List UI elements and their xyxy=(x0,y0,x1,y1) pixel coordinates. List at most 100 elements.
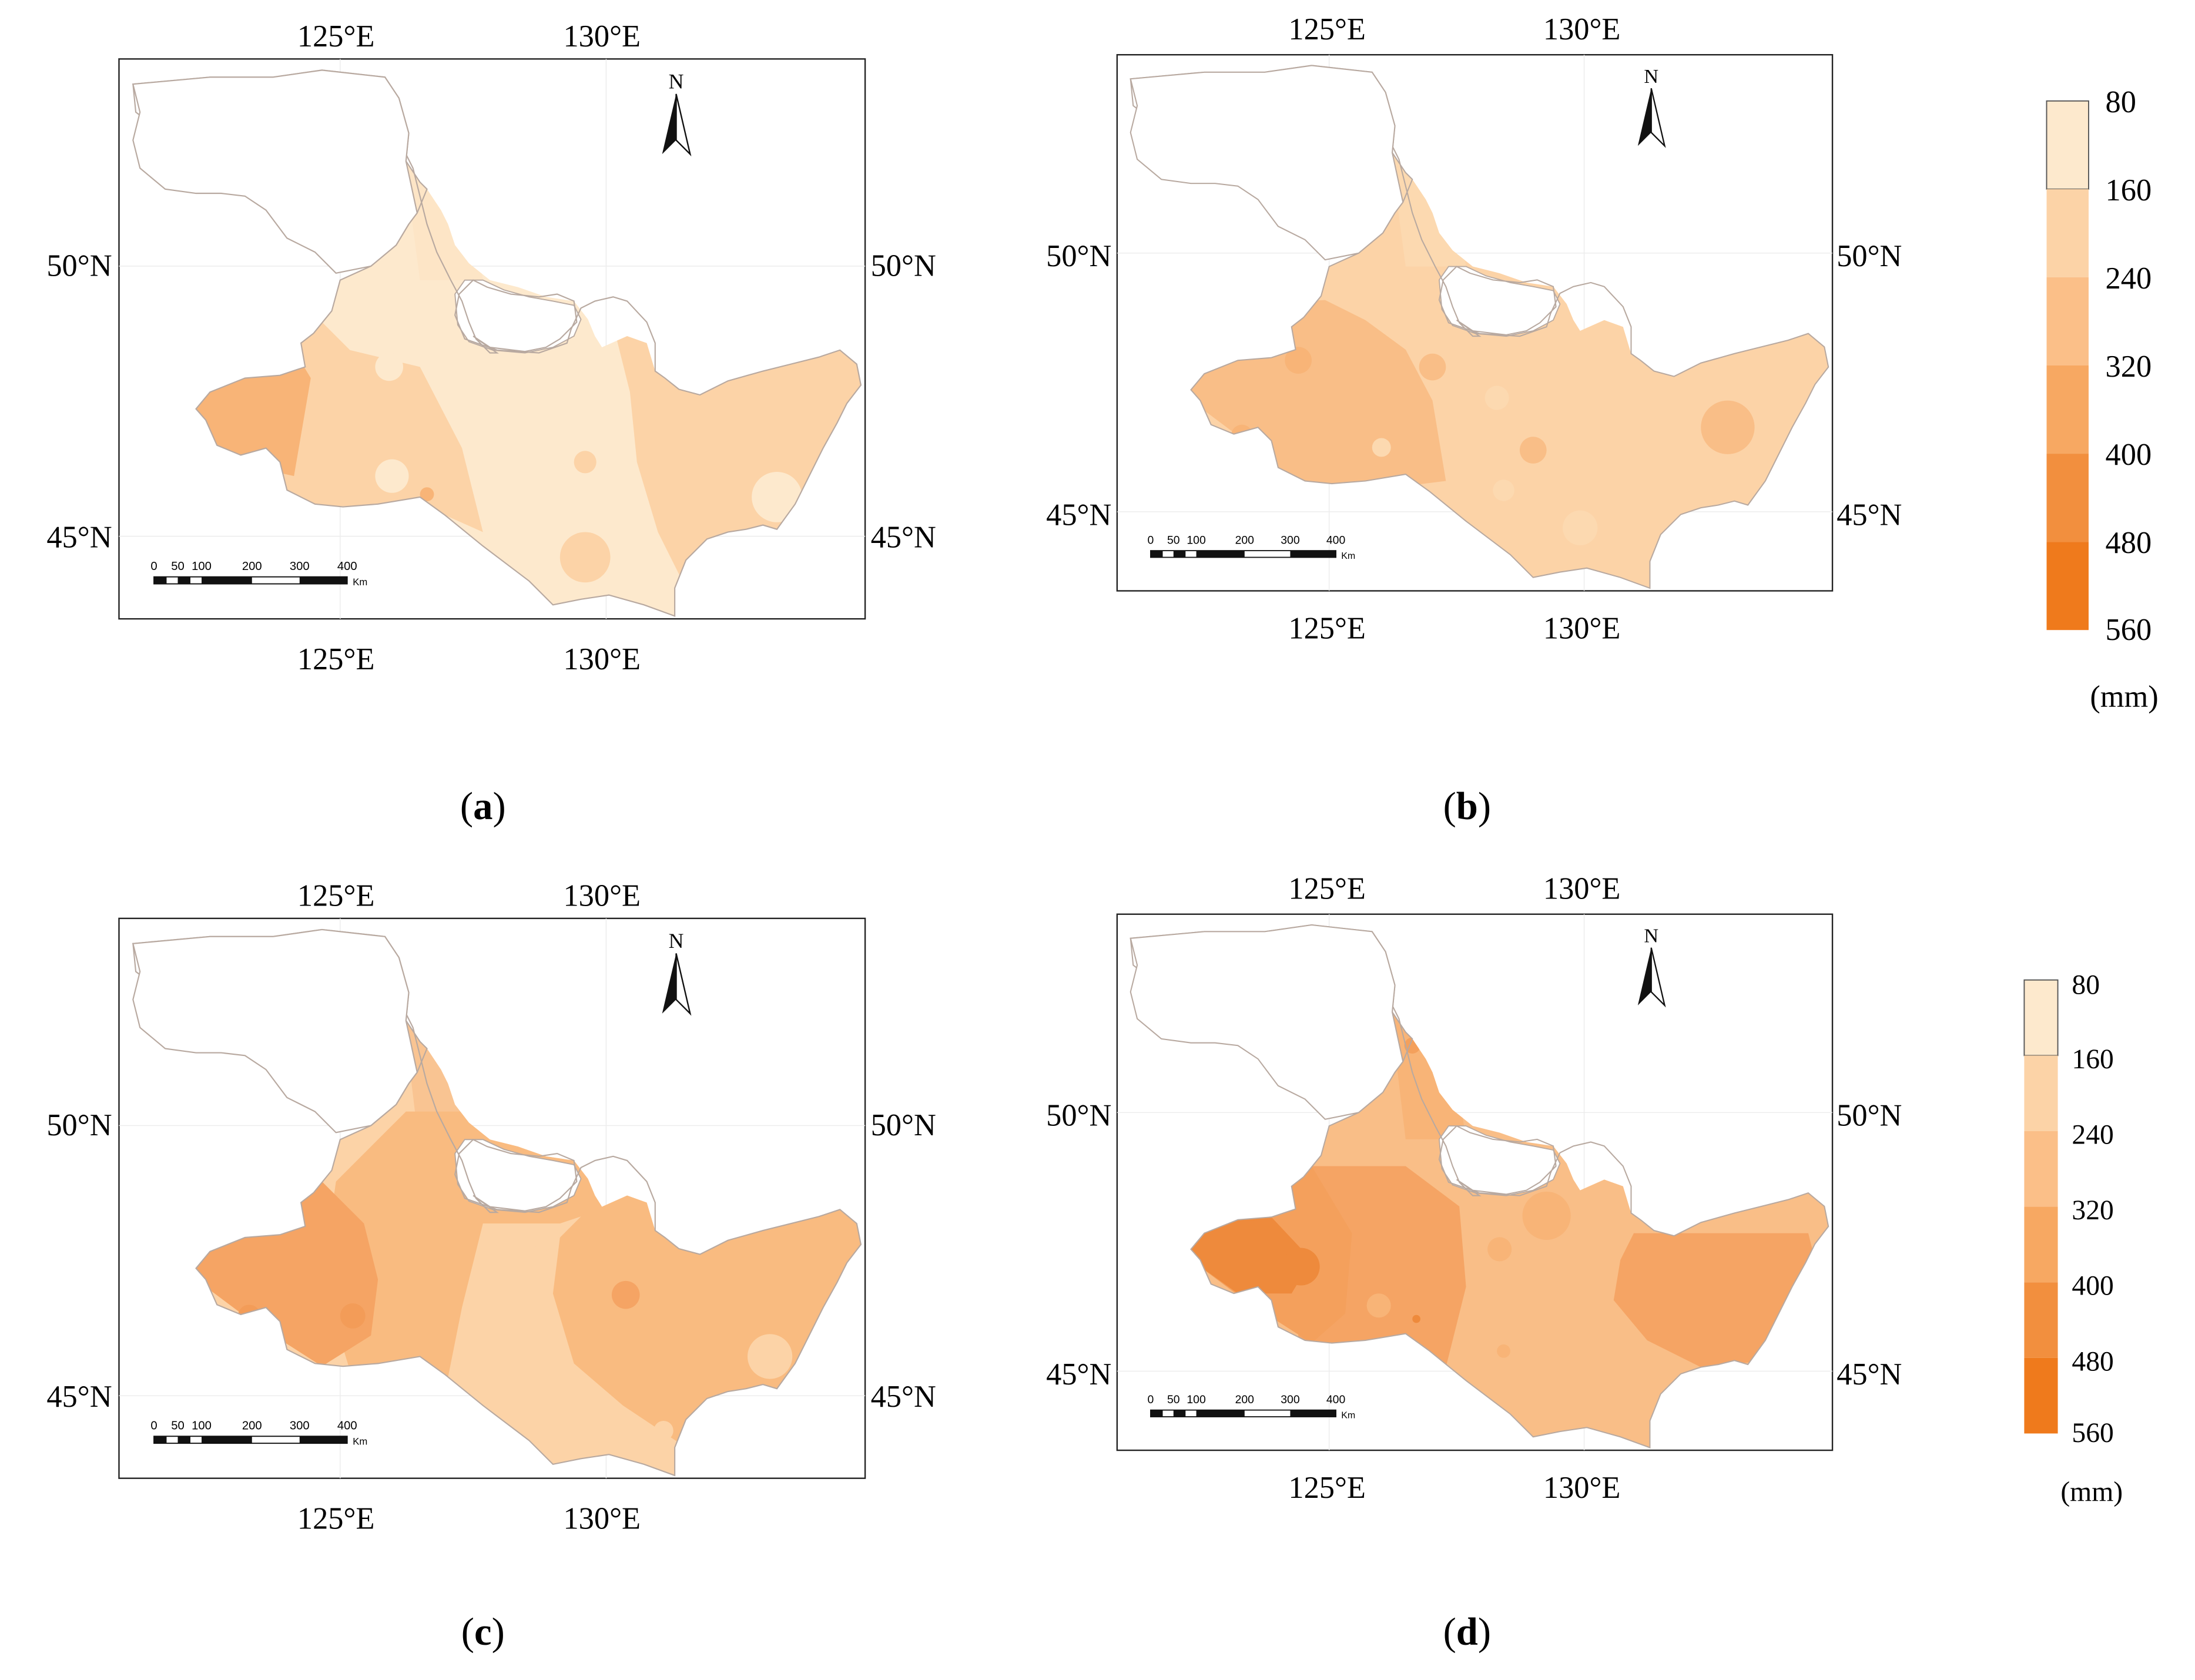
north-label: N xyxy=(669,69,684,93)
lat-label-right: 45°N xyxy=(1837,498,1902,532)
scale-unit: Km xyxy=(1341,551,1355,561)
panel-caption: (a) xyxy=(460,785,506,828)
scale-tick: 0 xyxy=(1148,1393,1154,1406)
scale-tick: 50 xyxy=(171,1419,185,1432)
lon-label-top: 125°E xyxy=(1288,872,1366,906)
north-label: N xyxy=(1644,65,1658,88)
legend-swatch xyxy=(2024,1131,2058,1207)
legend-tick: 160 xyxy=(2106,173,2152,207)
lat-label-left: 50°N xyxy=(46,249,112,283)
legend-swatch xyxy=(2046,365,2089,454)
lon-label-bottom: 130°E xyxy=(1543,611,1621,645)
lon-label-top: 125°E xyxy=(1288,12,1366,46)
scale-tick: 200 xyxy=(1235,534,1255,547)
legend-tick: 400 xyxy=(2072,1271,2113,1302)
scale-tick: 400 xyxy=(1326,1393,1346,1406)
lon-label-bottom: 130°E xyxy=(563,642,641,676)
legend-tick: 240 xyxy=(2106,261,2152,296)
scale-tick: 200 xyxy=(1235,1393,1255,1406)
legend-swatch xyxy=(2024,1055,2058,1131)
lat-label-right: 50°N xyxy=(1837,239,1902,273)
lon-label-top: 125°E xyxy=(297,19,375,53)
lon-label-bottom: 130°E xyxy=(1543,1471,1621,1505)
scale-bar: 0 50 100 200 300 400 Km xyxy=(150,1419,367,1447)
lon-label-top: 125°E xyxy=(297,878,375,913)
lon-label-bottom: 125°E xyxy=(1288,1471,1366,1505)
scale-tick: 200 xyxy=(242,1419,262,1432)
scale-tick: 300 xyxy=(290,1419,310,1432)
legend-tick: 560 xyxy=(2072,1418,2113,1448)
lat-label-left: 45°N xyxy=(46,521,112,555)
panel-caption-letter: c xyxy=(474,1611,492,1654)
lon-label-bottom: 125°E xyxy=(297,642,375,676)
scale-tick: 400 xyxy=(337,560,357,573)
scale-tick: 200 xyxy=(242,560,262,573)
scale-tick: 300 xyxy=(1281,534,1300,547)
legend-tick: 160 xyxy=(2072,1044,2113,1075)
scale-tick: 50 xyxy=(171,560,185,573)
legend-tick: 80 xyxy=(2072,970,2100,1001)
lat-label-right: 50°N xyxy=(1837,1098,1902,1132)
lat-label-right: 50°N xyxy=(871,249,936,283)
map-panel-d: N 0 50 100 200 300 400 Km 125°E 130°E 12… xyxy=(1046,872,1902,1654)
north-label: N xyxy=(1644,925,1658,947)
lon-label-top: 130°E xyxy=(563,878,641,913)
lat-label-right: 45°N xyxy=(871,1380,936,1414)
scale-tick: 50 xyxy=(1167,534,1180,547)
legend-swatch xyxy=(2024,1206,2058,1283)
scale-tick: 0 xyxy=(150,560,157,573)
scale-tick: 50 xyxy=(1167,1393,1180,1406)
lat-label-left: 45°N xyxy=(1046,498,1111,532)
lon-label-top: 130°E xyxy=(1543,872,1621,906)
scale-tick: 100 xyxy=(192,1419,212,1432)
legend-tick: 320 xyxy=(2106,350,2152,384)
north-arrow: N xyxy=(1637,65,1666,148)
panel-caption: (c) xyxy=(461,1611,505,1654)
scale-unit: Km xyxy=(353,1436,367,1447)
map-panel-b: N 0 50 100 200 300 400 Km 125°E 130°E 12… xyxy=(1046,12,1902,828)
legend-bottom: 80 160 240 320 400 480 560 (mm) xyxy=(2023,970,2123,1507)
legend-swatch xyxy=(2046,454,2089,542)
scale-tick: 100 xyxy=(192,560,212,573)
legend-swatch xyxy=(2046,277,2089,365)
panel-caption-letter: b xyxy=(1456,785,1478,828)
scale-unit: Km xyxy=(1341,1410,1355,1420)
lon-label-bottom: 125°E xyxy=(297,1501,375,1535)
legend-swatch xyxy=(2046,542,2089,631)
scale-tick: 300 xyxy=(1281,1393,1300,1406)
legend-tick: 320 xyxy=(2072,1195,2113,1226)
map-panel-c: N 0 50 100 200 300 400 Km 125°E 130°E 12… xyxy=(46,878,936,1654)
legend-unit: (mm) xyxy=(2060,1477,2123,1507)
lat-label-right: 45°N xyxy=(1837,1357,1902,1391)
legend-swatch xyxy=(2024,1282,2058,1358)
panel-caption: (d) xyxy=(1443,1611,1492,1654)
lat-label-left: 50°N xyxy=(46,1108,112,1142)
legend-top: 80 160 240 320 400 480 560 (mm) xyxy=(2046,85,2159,714)
legend-tick: 480 xyxy=(2106,526,2152,560)
scale-tick: 400 xyxy=(337,1419,357,1432)
legend-tick: 400 xyxy=(2106,438,2152,472)
lon-label-bottom: 125°E xyxy=(1288,611,1366,645)
scale-tick: 400 xyxy=(1326,534,1346,547)
scale-tick: 100 xyxy=(1187,534,1206,547)
scale-tick: 0 xyxy=(150,1419,157,1432)
panel-caption-letter: a xyxy=(473,785,492,828)
panel-caption: (b) xyxy=(1443,785,1492,828)
north-label: N xyxy=(669,929,684,953)
lon-label-top: 130°E xyxy=(1543,12,1621,46)
legend-tick: 80 xyxy=(2106,85,2136,119)
scale-bar: 0 50 100 200 300 400 Km xyxy=(1148,1393,1356,1420)
scale-tick: 300 xyxy=(290,560,310,573)
scale-tick: 100 xyxy=(1187,1393,1206,1406)
legend-swatch xyxy=(2046,100,2089,190)
legend-tick: 560 xyxy=(2106,613,2152,647)
legend-tick: 240 xyxy=(2072,1119,2113,1150)
legend-swatch xyxy=(2024,1357,2058,1434)
lon-label-top: 130°E xyxy=(563,19,641,53)
legend-swatch xyxy=(2023,979,2059,1057)
scale-unit: Km xyxy=(353,576,367,588)
map-panel-a: N 0 50 100 200 300 400 Km 125°E 130°E 12… xyxy=(46,19,936,828)
scale-tick: 0 xyxy=(1148,534,1154,547)
lat-label-right: 45°N xyxy=(871,521,936,555)
panel-caption-letter: d xyxy=(1456,1611,1478,1654)
